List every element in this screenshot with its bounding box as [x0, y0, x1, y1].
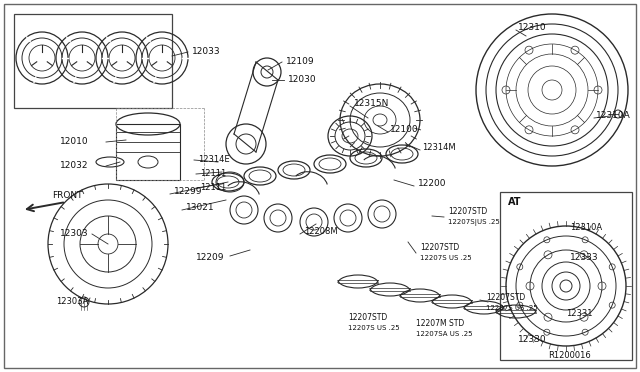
- Text: R1200016: R1200016: [548, 352, 591, 360]
- Bar: [116, 124, 180, 180]
- Text: 12207STD: 12207STD: [420, 244, 460, 253]
- Text: 12033: 12033: [192, 48, 221, 57]
- Text: FRONT: FRONT: [52, 192, 83, 201]
- Text: 12032: 12032: [60, 161, 88, 170]
- Text: 12207SA US .25: 12207SA US .25: [416, 331, 472, 337]
- Text: 12207STD: 12207STD: [348, 314, 387, 323]
- Text: 12030: 12030: [288, 76, 317, 84]
- Text: 12207STD: 12207STD: [448, 208, 487, 217]
- Text: 12100: 12100: [390, 125, 419, 135]
- Text: 12109: 12109: [286, 58, 315, 67]
- Text: AT: AT: [508, 197, 522, 207]
- Text: 12207S US .25: 12207S US .25: [486, 305, 538, 311]
- Text: 13021: 13021: [186, 203, 214, 212]
- Text: 12314M: 12314M: [422, 144, 456, 153]
- Text: 12333: 12333: [570, 253, 598, 263]
- Bar: [14, 14, 172, 108]
- Text: 12208M: 12208M: [304, 228, 338, 237]
- Text: 12207S|US .25: 12207S|US .25: [448, 218, 500, 225]
- Text: 12200: 12200: [418, 180, 447, 189]
- Text: 12315N: 12315N: [354, 99, 389, 109]
- Text: 12299: 12299: [174, 187, 202, 196]
- Text: 12310: 12310: [518, 23, 547, 32]
- Text: 12310A: 12310A: [570, 224, 602, 232]
- Text: 12207M STD: 12207M STD: [416, 320, 464, 328]
- Text: 12310A: 12310A: [596, 112, 631, 121]
- Text: 12207STD: 12207STD: [486, 294, 525, 302]
- Text: 12330: 12330: [518, 336, 547, 344]
- Text: 12111: 12111: [200, 170, 227, 179]
- Text: 12314E: 12314E: [198, 155, 230, 164]
- Text: 12207S US .25: 12207S US .25: [420, 255, 472, 261]
- Bar: [500, 192, 632, 360]
- Text: 12207S US .25: 12207S US .25: [348, 325, 399, 331]
- Text: 12010: 12010: [60, 138, 88, 147]
- Text: 12111: 12111: [200, 183, 227, 192]
- Text: 12209: 12209: [196, 253, 225, 263]
- Text: 12303: 12303: [60, 230, 88, 238]
- Text: 12303A: 12303A: [56, 298, 88, 307]
- Text: 12331: 12331: [566, 310, 593, 318]
